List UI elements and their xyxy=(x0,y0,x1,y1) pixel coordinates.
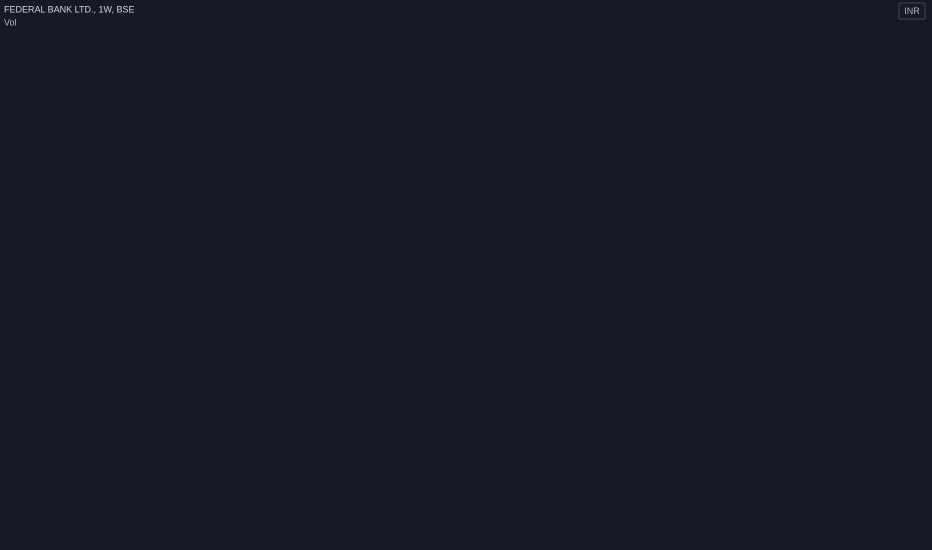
currency: INR xyxy=(904,6,920,16)
currency-box[interactable] xyxy=(898,2,926,20)
chart-title: FEDERAL BANK LTD., 1W, BSE xyxy=(4,4,135,14)
volume-title: Vol xyxy=(4,17,17,27)
